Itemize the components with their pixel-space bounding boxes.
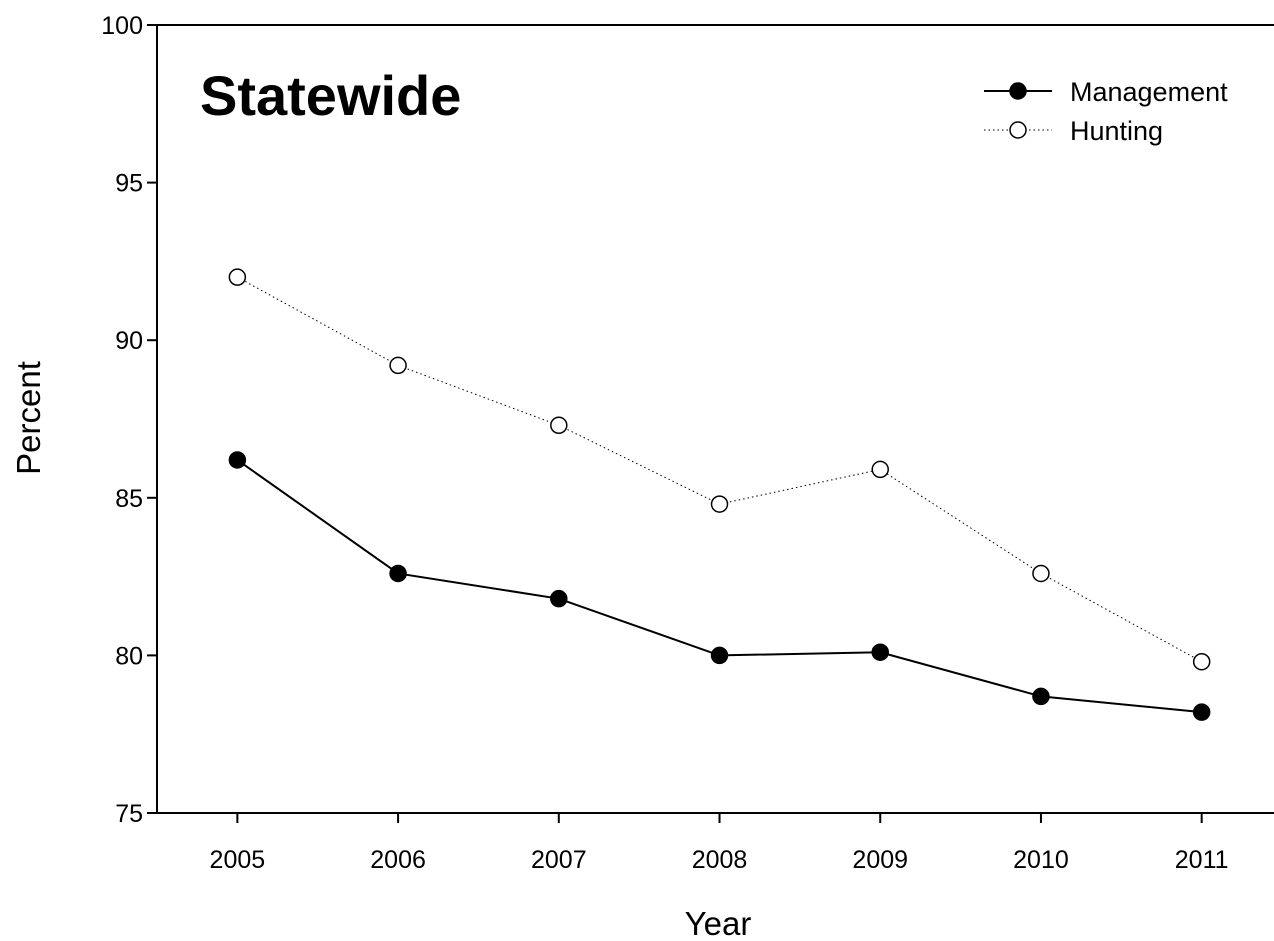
legend-item-management: Management (984, 77, 1228, 107)
x-axis-title: Year (685, 905, 752, 941)
data-point-management-2006 (389, 564, 407, 583)
y-axis-title: Percent (10, 361, 47, 475)
series-layer (228, 268, 1211, 721)
data-point-management-2009 (871, 643, 889, 661)
x-tick-label: 2007 (531, 846, 587, 874)
axes (156, 24, 1274, 814)
x-tick-label: 2006 (370, 846, 426, 874)
y-tick-label: 90 (115, 327, 143, 355)
x-tick-label: 2009 (852, 846, 908, 874)
data-point-hunting-2008 (710, 495, 729, 513)
x-tick-label: 2010 (1013, 846, 1069, 874)
data-point-management-2007 (550, 589, 568, 608)
data-point-management-2005 (228, 451, 247, 469)
y-tick-label: 95 (115, 170, 143, 198)
chart-title: Statewide (200, 64, 461, 127)
data-point-management-2011 (1192, 703, 1211, 721)
legend-marker-hunting (1009, 121, 1027, 139)
legend: Management Hunting (984, 77, 1228, 146)
y-tick-label: 85 (115, 485, 143, 513)
x-tick-label: 2008 (692, 846, 748, 874)
data-point-management-2010 (1032, 687, 1050, 706)
x-tick-label: 2005 (210, 846, 266, 874)
data-point-hunting-2005 (228, 268, 247, 286)
data-point-hunting-2007 (550, 416, 568, 435)
legend-item-hunting: Hunting (984, 116, 1163, 146)
y-tick-label: 80 (115, 642, 143, 670)
x-tick-label: 2011 (1175, 846, 1229, 874)
data-point-hunting-2006 (389, 356, 407, 375)
y-tick-label: 75 (115, 800, 143, 828)
legend-label-management: Management (1070, 77, 1228, 107)
series-line-hunting (237, 276, 1202, 663)
legend-marker-management (1009, 82, 1027, 100)
y-tick-label: 100 (101, 12, 143, 40)
data-point-hunting-2010 (1032, 564, 1050, 583)
y-axis-ticks: 75 80 85 90 95 100 (101, 12, 157, 828)
x-axis-ticks: 2005 2006 2007 2008 2009 2010 2011 (210, 813, 1229, 874)
data-point-hunting-2011 (1192, 652, 1211, 671)
data-point-hunting-2009 (871, 460, 889, 479)
legend-label-hunting: Hunting (1070, 116, 1163, 146)
data-point-management-2008 (710, 646, 729, 665)
